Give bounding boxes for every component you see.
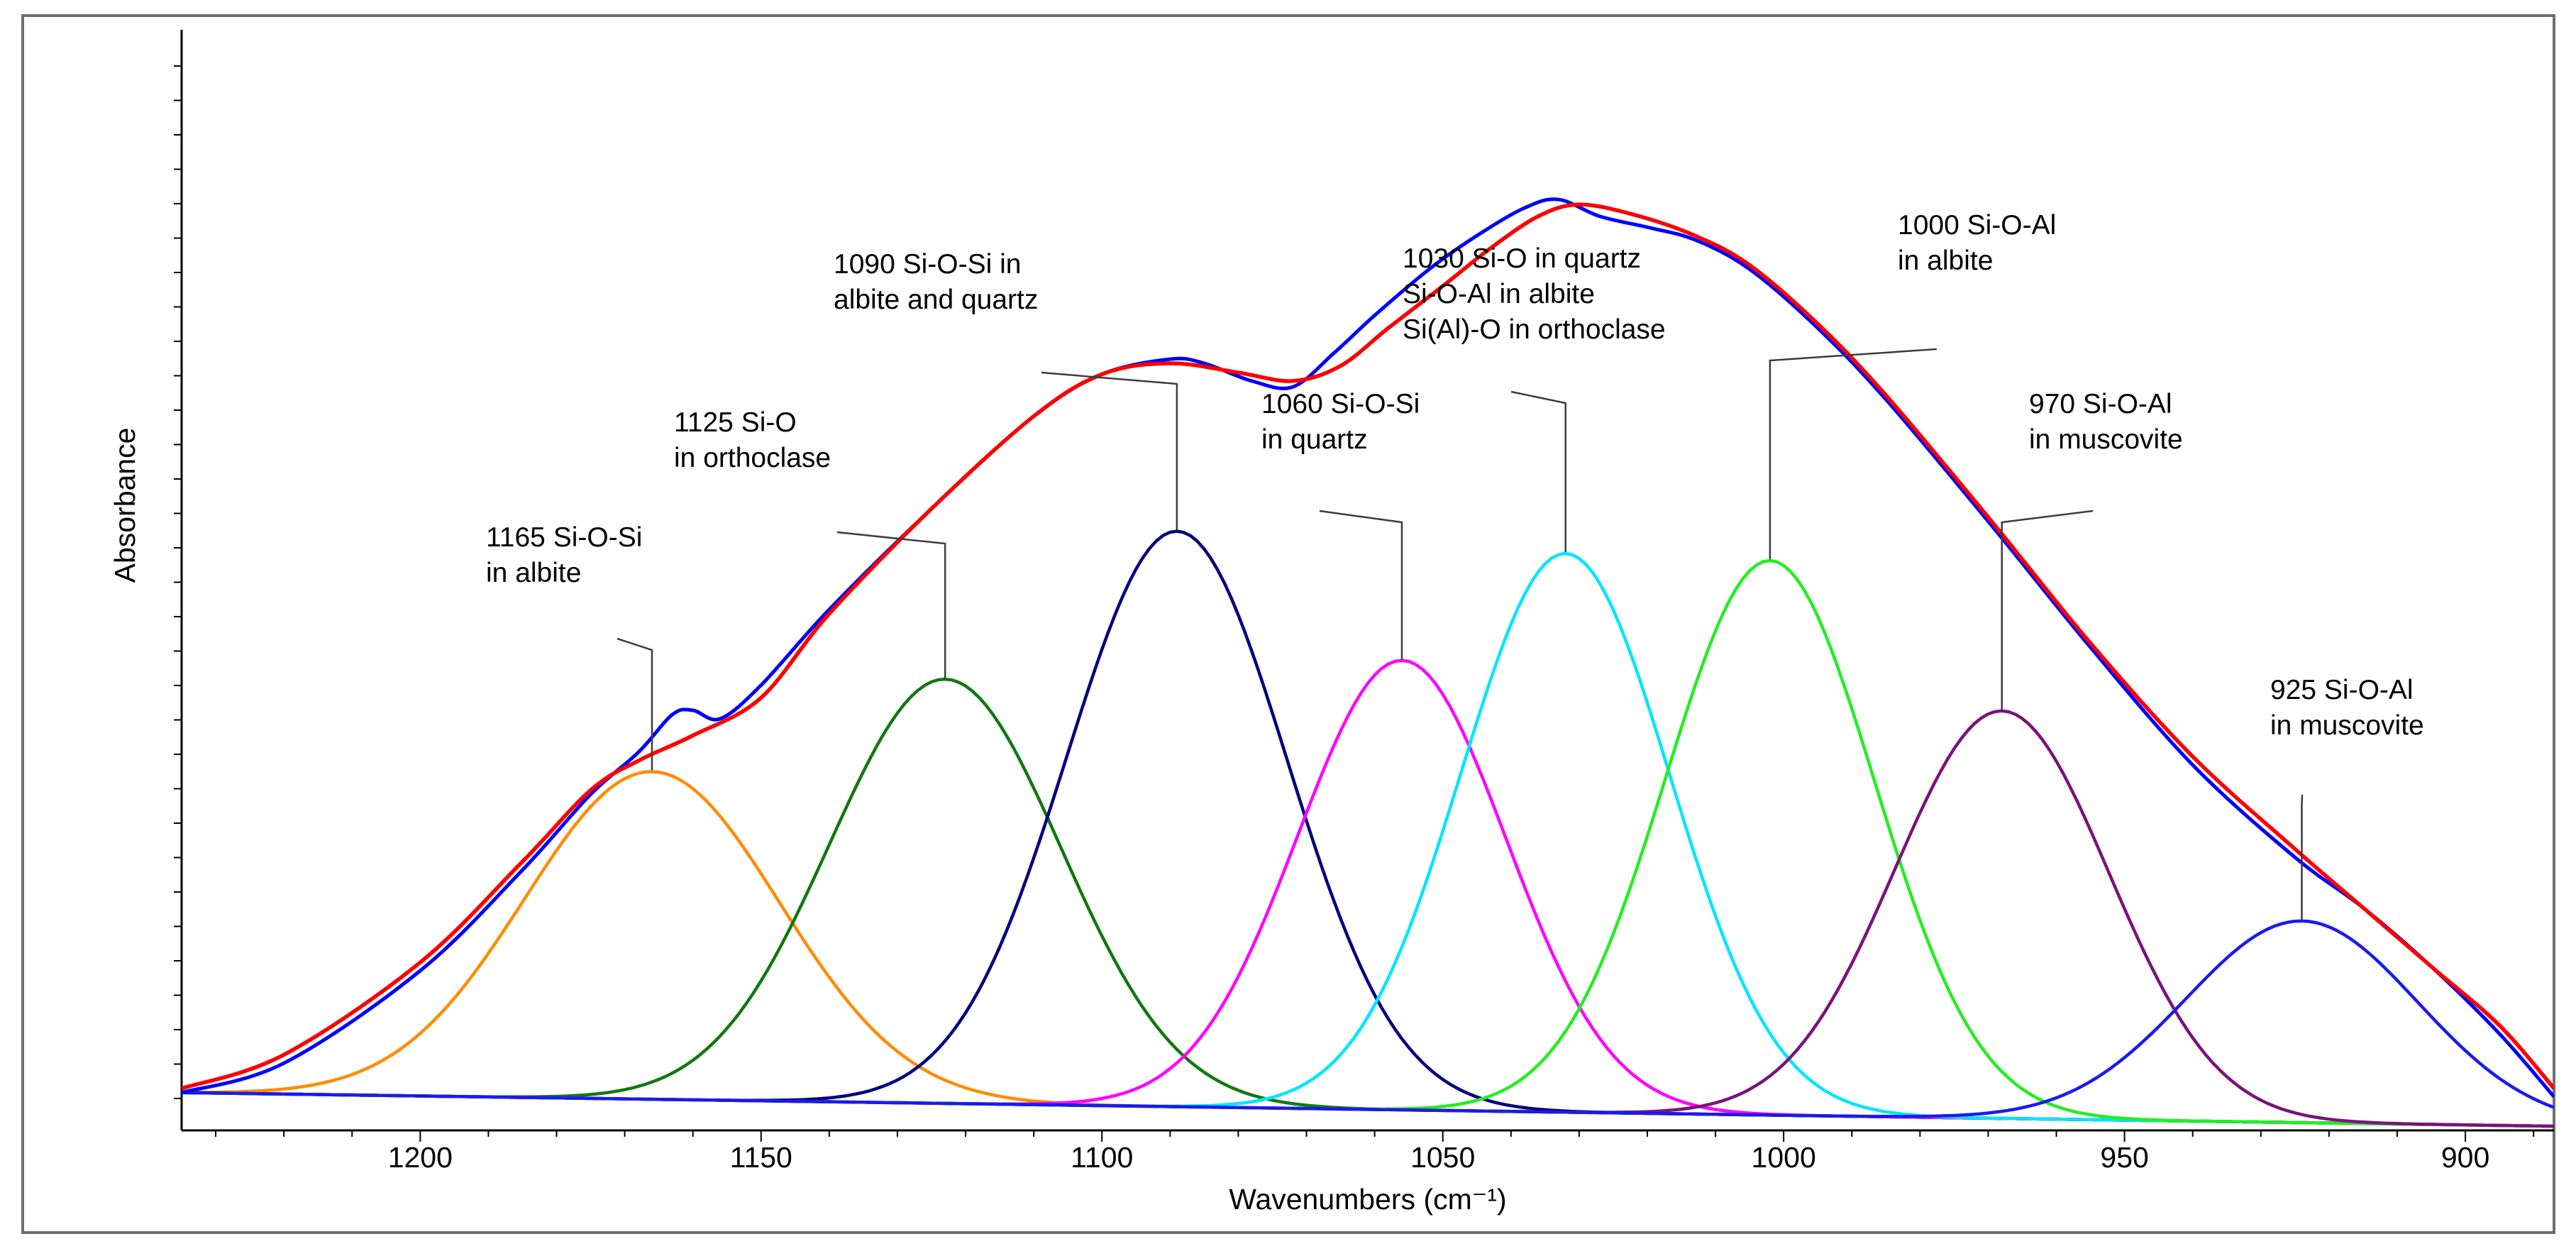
annotation-leader-line (1041, 371, 1178, 530)
annotation-1123: 1125 Si-O in orthoclase (674, 407, 946, 678)
annotation-label-line: 1000 Si-O-Al (1898, 210, 2056, 241)
x-tick-label: 950 (2100, 1141, 2148, 1174)
x-tick-label: 1100 (1071, 1141, 1133, 1174)
annotation-label-line: in muscovite (2029, 424, 2183, 455)
annotation-label-line: 1030 Si-O in quartz (1403, 243, 1641, 274)
annotation-label-line: in albite (1898, 246, 1993, 276)
annotation-leader-line (836, 531, 946, 678)
annotation-label-line: 1090 Si-O-Si in (834, 249, 1021, 280)
y-axis-title: Absorbance (109, 428, 141, 583)
annotation-1166: 1165 Si-O-Si in albite (486, 522, 653, 771)
x-tick-label: 900 (2441, 1141, 2489, 1174)
annotation-label-line: in orthoclase (674, 443, 831, 473)
outer-frame (21, 14, 2555, 1234)
annotation-leader-line (1510, 390, 1566, 552)
annotation-label-line: in albite (486, 558, 581, 588)
annotation-label-line: in quartz (1261, 424, 1368, 455)
x-tick-label: 1050 (1410, 1141, 1475, 1174)
x-tick-label: 1200 (388, 1141, 453, 1174)
annotation-layer: 1165 Si-O-Si in albite 1125 Si-O in orthocl… (486, 210, 2424, 920)
x-tick-label: 1000 (1752, 1141, 1816, 1174)
annotation-1056: 1060 Si-O-Si in quartz (1261, 389, 1420, 659)
annotation-label-line: 1060 Si-O-Si (1261, 389, 1420, 419)
annotation-1002: 1000 Si-O-Al in albite (1769, 210, 2056, 559)
annotation-968: 970 Si-O-Al in muscovite (2001, 389, 2183, 710)
component-peak-924 (182, 919, 2554, 1118)
fitted-sum-line (182, 202, 2554, 1091)
annotation-label-line: 925 Si-O-Al (2270, 675, 2414, 705)
annotation-label-line: 970 Si-O-Al (2029, 389, 2172, 419)
series-layer (182, 197, 2554, 1128)
x-axis-ticks (215, 1130, 2535, 1142)
annotation-924: 925 Si-O-Al in muscovite (2270, 675, 2424, 920)
annotation-1032: 1030 Si-O in quartz Si-O-Al in albite Si(A… (1403, 243, 1666, 552)
annotation-1089: 1090 Si-O-Si in albite and quartz (834, 249, 1178, 530)
annotation-label-line: Si(Al)-O in orthoclase (1403, 314, 1666, 345)
annotation-leader-line (2001, 509, 2094, 710)
annotation-label-line: Si-O-Al in albite (1403, 279, 1595, 309)
annotation-label-line: in muscovite (2270, 710, 2424, 741)
annotation-label-line: 1125 Si-O (674, 407, 797, 438)
annotation-label-line: 1165 Si-O-Si (486, 522, 642, 553)
annotation-leader-line (1769, 348, 1937, 559)
x-axis-title: Wavenumbers (cm⁻¹) (1229, 1183, 1506, 1216)
annotation-leader-line (2301, 794, 2304, 920)
annotation-leader-line (1319, 509, 1403, 659)
annotation-leader-line (617, 637, 653, 771)
y-axis-ticks (174, 65, 182, 1099)
measured-spectrum-line (182, 197, 2554, 1098)
x-tick-label: 1150 (730, 1141, 792, 1174)
annotation-label-line: albite and quartz (834, 285, 1038, 315)
x-axis-tick-labels: 1200 1150 1100 1050 1000 950 900 (388, 1141, 2490, 1174)
